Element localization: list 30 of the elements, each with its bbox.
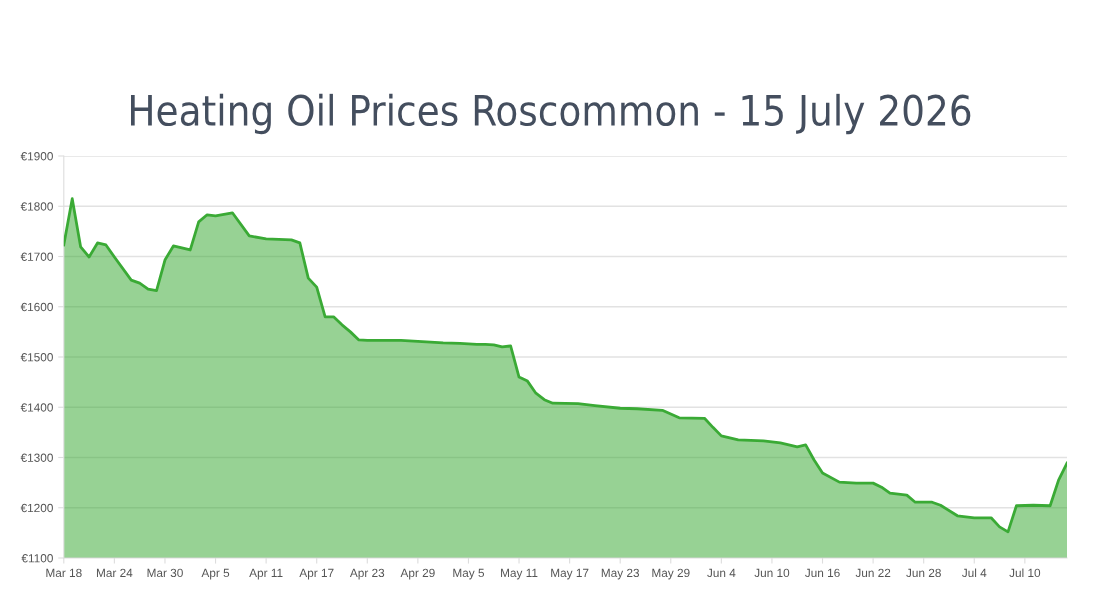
x-tick-label: Jul 10: [1009, 568, 1041, 578]
y-tick-label: €1800: [20, 202, 53, 211]
x-tick-label: May 29: [652, 568, 690, 580]
x-tick-label: Apr 5: [201, 568, 230, 580]
x-tick-label: Apr 11: [249, 568, 283, 580]
x-tick-label: Mar 18: [46, 568, 82, 578]
x-tick-label: Jun 28: [906, 568, 941, 578]
x-tick-label: Mar 24: [96, 568, 133, 578]
y-tick-label: €1400: [20, 403, 53, 412]
x-tick-label: May 23: [601, 568, 640, 580]
chart-title: Heating Oil Prices Roscommon - 15 July 2026: [131, 93, 971, 135]
x-tick-label: May 11: [501, 568, 538, 580]
x-tick-label: Jul 4: [961, 568, 987, 578]
x-tick-label: Jun 4: [707, 568, 736, 578]
x-tick-label: Jun 10: [754, 568, 790, 578]
y-tick-label: €1200: [20, 503, 53, 513]
x-tick-label: Mar 30: [147, 568, 183, 578]
x-tick-label: Apr 17: [299, 568, 334, 580]
y-tick-label: €1500: [20, 353, 53, 362]
y-tick-label: €1600: [20, 302, 53, 312]
x-tick-label: May 17: [551, 568, 589, 580]
x-tick-label: Apr 23: [349, 568, 385, 580]
y-tick-label: €1700: [20, 252, 53, 261]
x-tick-label: Apr 29: [400, 568, 435, 580]
y-tick-label: €1900: [20, 152, 53, 161]
y-tick-label: €1100: [21, 554, 53, 563]
y-tick-label: €1300: [20, 453, 53, 462]
x-tick-label: Jun 16: [804, 568, 840, 578]
x-tick-label: May 5: [453, 568, 485, 580]
x-tick-label: Jun 22: [855, 568, 891, 578]
